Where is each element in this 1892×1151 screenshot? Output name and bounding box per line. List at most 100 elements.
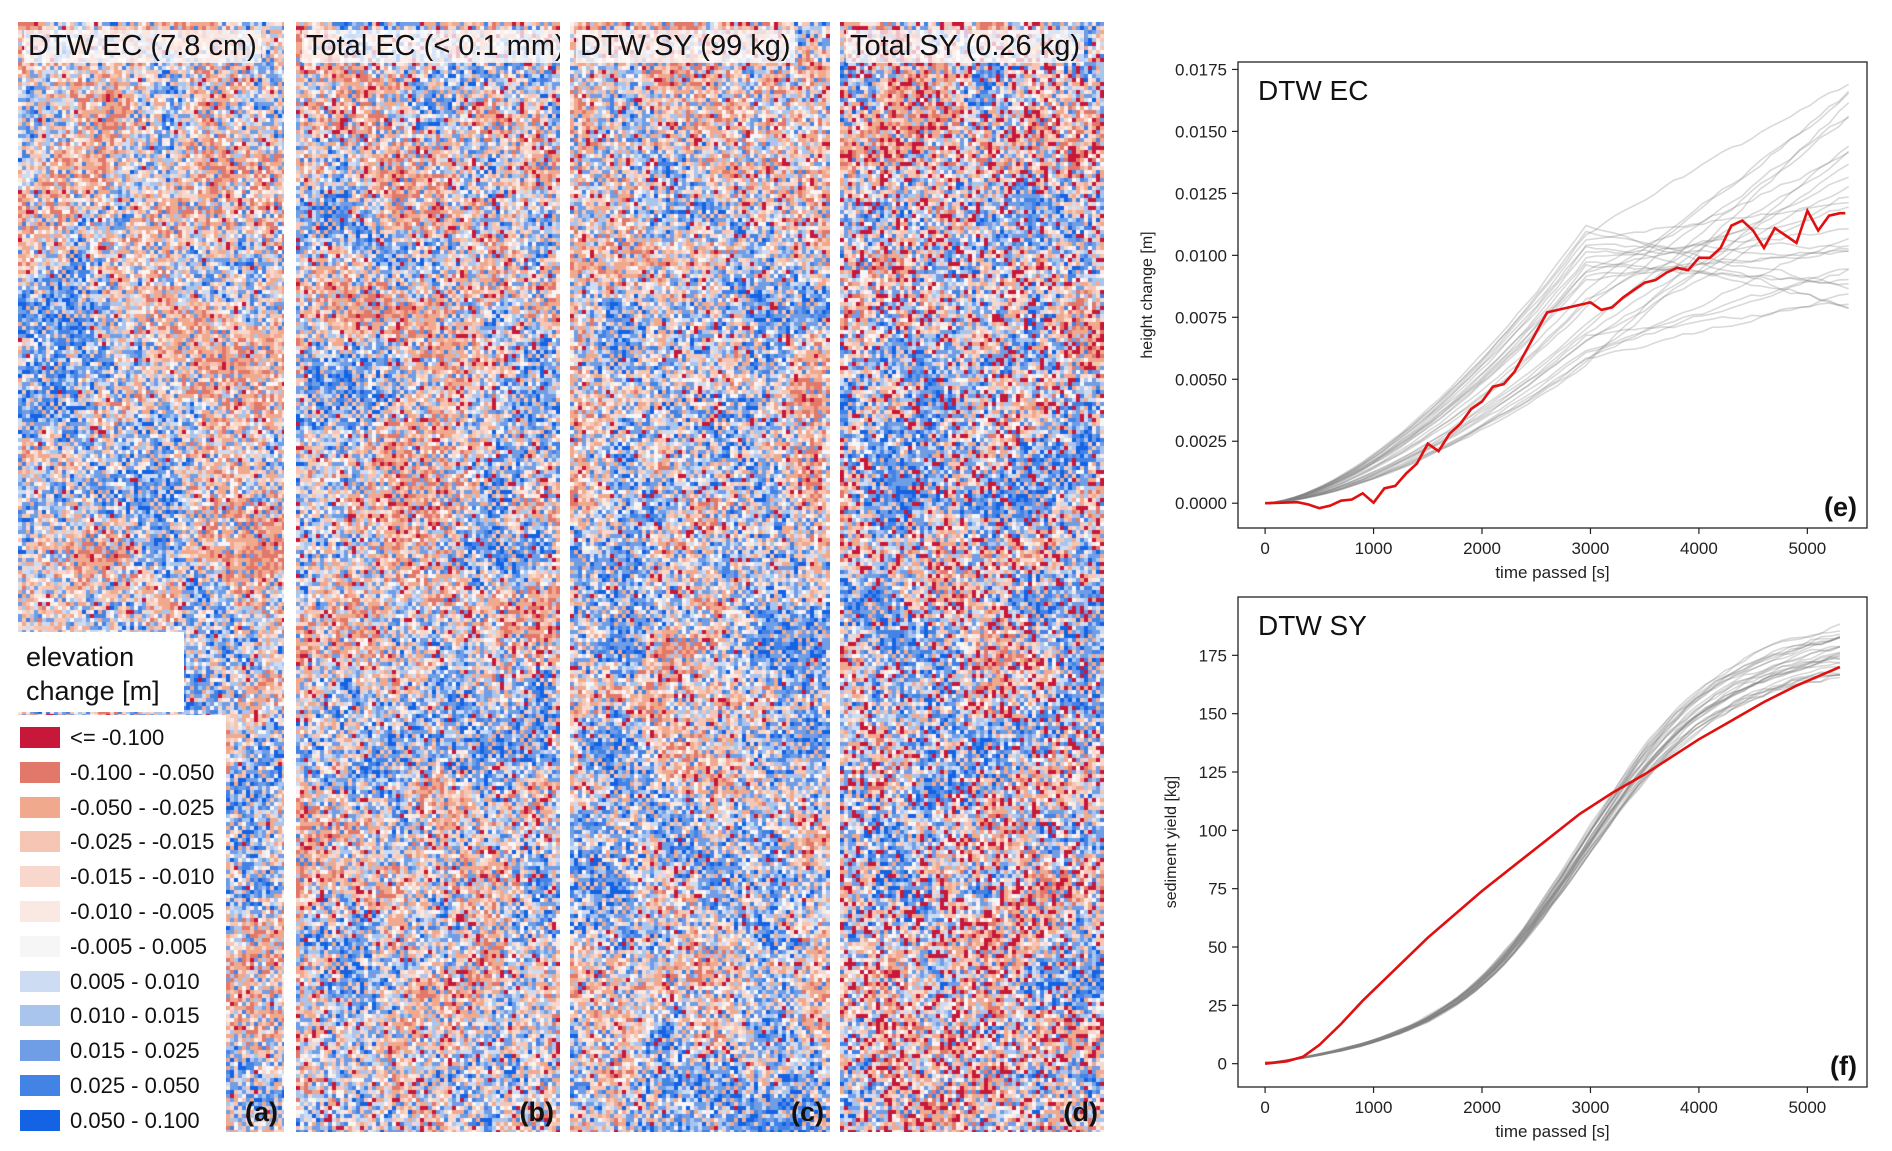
legend-label: -0.025 - -0.015 (70, 829, 215, 855)
ensemble-series-line (1265, 660, 1841, 1064)
map-title: DTW SY (99 kg) (576, 30, 795, 63)
ensemble-series-line (1265, 674, 1840, 1064)
x-tick-label: 0 (1260, 1098, 1269, 1117)
ensemble-series-line (1265, 92, 1850, 504)
elevation-change-raster (570, 22, 830, 1132)
x-tick-label: 4000 (1680, 1098, 1718, 1117)
panel-letter: (f) (1830, 1051, 1857, 1081)
ensemble-series-line (1265, 635, 1841, 1064)
legend-swatch (20, 761, 60, 783)
ensemble-series-line (1265, 248, 1849, 504)
y-tick-label: 100 (1199, 821, 1227, 840)
elevation-change-raster (840, 22, 1104, 1132)
ensemble-series-line (1265, 90, 1850, 504)
legend-label: <= -0.100 (70, 725, 165, 750)
legend-label: -0.100 - -0.050 (70, 759, 215, 785)
chart-sediment-yield: 0 1000 2000 3000 4000 5000 0 25 50 75 100 125 150 175… (1163, 596, 1868, 1141)
x-axis-label: time passed [s] (1495, 1122, 1609, 1141)
x-tick-label: 3000 (1572, 539, 1610, 558)
legend-swatch (20, 1040, 60, 1062)
x-tick-label: 2000 (1463, 539, 1501, 558)
map-panel-total-sy: Total SY (0.26 kg) (d) (840, 22, 1104, 1132)
map-title: Total SY (0.26 kg) (846, 30, 1084, 63)
ensemble-series-line (1265, 654, 1841, 1064)
y-tick-label: 0.0175 (1175, 60, 1227, 79)
ensemble-series-line (1265, 637, 1840, 1064)
legend-swatch (20, 970, 60, 992)
legend-title-line1: elevation (26, 642, 135, 672)
ensemble-series-line (1265, 645, 1841, 1064)
legend-label: -0.015 - -0.010 (70, 864, 215, 890)
ensemble-series-line (1265, 150, 1850, 504)
ensemble-series-line (1265, 656, 1841, 1064)
ensemble-series-line (1265, 636, 1841, 1064)
panel-letter: (e) (1824, 492, 1857, 522)
ensemble-series-line (1265, 83, 1850, 504)
y-tick-label: 0.0150 (1175, 122, 1227, 141)
legend-title-box (12, 632, 184, 712)
x-tick-label: 2000 (1463, 1098, 1501, 1117)
ensemble-lines (1265, 623, 1841, 1064)
ensemble-series-line (1265, 185, 1850, 504)
y-tick-label: 175 (1199, 646, 1227, 665)
plot-frame (1237, 61, 1868, 529)
legend-label: 0.025 - 0.050 (70, 1073, 200, 1098)
x-tick-label: 3000 (1572, 1098, 1610, 1117)
ensemble-series-line (1265, 646, 1841, 1064)
ensemble-series-line (1265, 237, 1849, 504)
legend-swatch (20, 796, 60, 818)
legend-label: 0.005 - 0.010 (70, 968, 200, 994)
legend-label: -0.010 - -0.005 (70, 899, 215, 924)
ensemble-series-line (1265, 633, 1841, 1064)
ensemble-series-line (1265, 666, 1841, 1064)
ensemble-series-line (1265, 230, 1849, 504)
chart-height-change: 0 1000 2000 3000 4000 5000 0.0000 0.0025 0.0050 0… (1139, 60, 1868, 582)
ensemble-series-line (1265, 228, 1849, 504)
legend-label: -0.005 - 0.005 (70, 933, 207, 959)
map-panel-dtw-sy: DTW SY (99 kg) (c) (570, 22, 830, 1132)
ensemble-series-line (1265, 163, 1850, 504)
y-tick-label: 0 (1218, 1055, 1227, 1074)
plot-frame (1237, 596, 1868, 1088)
legend-swatch (20, 866, 60, 888)
legend-title-line2: change [m] (26, 676, 160, 706)
ensemble-series-line (1265, 645, 1840, 1064)
ensemble-series-line (1265, 651, 1841, 1064)
ensemble-series-line (1265, 302, 1849, 504)
y-tick-label: 0.0000 (1175, 494, 1227, 513)
highlight-series-line (1264, 665, 1841, 1065)
x-tick-label: 5000 (1788, 539, 1826, 558)
ensemble-series-line (1265, 656, 1840, 1064)
y-tick-label: 0.0025 (1175, 432, 1227, 451)
ensemble-series-line (1265, 630, 1841, 1064)
ensemble-series-line (1265, 249, 1849, 504)
legend-swatch (20, 935, 60, 957)
ensemble-series-line (1265, 674, 1840, 1064)
ensemble-series-line (1265, 676, 1840, 1064)
x-tick-label: 0 (1260, 539, 1269, 558)
legend-label: 0.015 - 0.025 (70, 1038, 200, 1064)
ensemble-series-line (1265, 652, 1841, 1064)
ensemble-series-line (1265, 673, 1840, 1064)
ensemble-lines (1265, 83, 1850, 504)
legend-swatch (20, 1075, 60, 1096)
ensemble-series-line (1265, 201, 1849, 504)
chart-title: DTW SY (1258, 610, 1367, 641)
legend-label: 0.050 - 0.100 (70, 1107, 200, 1133)
ensemble-series-line (1265, 268, 1850, 504)
ensemble-series-line (1265, 646, 1841, 1064)
ensemble-series-line (1265, 241, 1849, 504)
y-tick-label: 0.0050 (1175, 370, 1227, 389)
ensemble-series-line (1265, 176, 1849, 504)
chart-title: DTW EC (1258, 75, 1368, 106)
ensemble-series-line (1265, 665, 1840, 1064)
y-tick-label: 25 (1208, 996, 1227, 1015)
y-tick-label: 150 (1199, 705, 1227, 724)
y-tick-label: 0.0075 (1175, 308, 1227, 327)
ensemble-series-line (1265, 636, 1841, 1064)
ensemble-series-line (1265, 635, 1841, 1064)
panel-letter: (c) (791, 1097, 824, 1127)
map-title: DTW EC (7.8 cm) (24, 30, 261, 63)
x-tick-label: 5000 (1788, 1098, 1826, 1117)
y-axis-label: height change [m] (1139, 231, 1156, 358)
